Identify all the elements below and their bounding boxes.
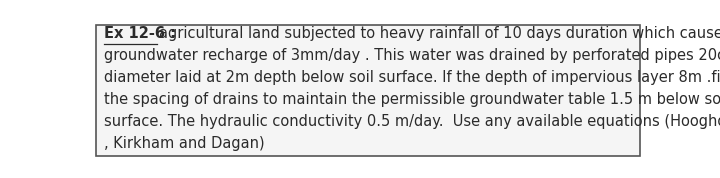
- Text: surface. The hydraulic conductivity 0.5 m/day.  Use any available equations (Hoo: surface. The hydraulic conductivity 0.5 …: [104, 114, 720, 129]
- Text: groundwater recharge of 3mm/day . This water was drained by perforated pipes 20c: groundwater recharge of 3mm/day . This w…: [104, 48, 720, 63]
- Text: diameter laid at 2m depth below soil surface. If the depth of impervious layer 8: diameter laid at 2m depth below soil sur…: [104, 70, 720, 85]
- Text: agricultural land subjected to heavy rainfall of 10 days duration which caused: agricultural land subjected to heavy rai…: [158, 27, 720, 41]
- Text: Ex 12-6 :: Ex 12-6 :: [104, 27, 176, 41]
- FancyBboxPatch shape: [96, 25, 639, 156]
- Text: , Kirkham and Dagan): , Kirkham and Dagan): [104, 136, 264, 151]
- Text: the spacing of drains to maintain the permissible groundwater table 1.5 m below : the spacing of drains to maintain the pe…: [104, 92, 720, 107]
